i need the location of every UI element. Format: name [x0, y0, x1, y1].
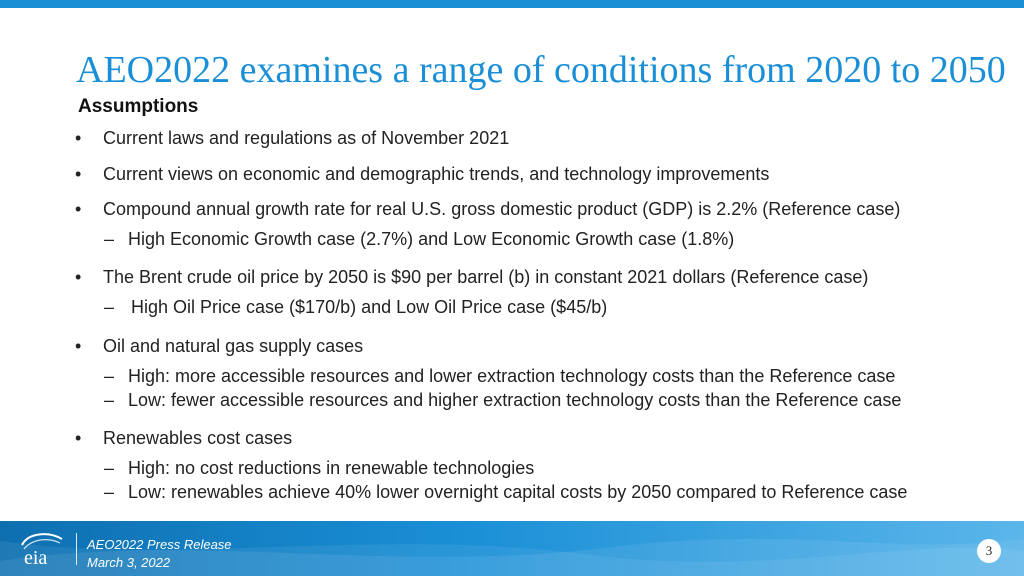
bullet-text: Compound annual growth rate for real U.S…: [103, 199, 901, 219]
dash-icon: –: [104, 458, 115, 478]
sub-bullet-text: Low: renewables achieve 40% lower overni…: [128, 482, 908, 502]
sub-bullet-text: Low: fewer accessible resources and high…: [128, 390, 902, 410]
bullet-icon: •: [75, 267, 82, 287]
bullet-icon: •: [75, 336, 82, 356]
bullet-text: Oil and natural gas supply cases: [103, 336, 364, 356]
dash-icon: –: [104, 366, 115, 386]
bullet-icon: •: [75, 164, 82, 184]
eia-logo-icon: eia: [21, 533, 63, 567]
sub-bullet-text: High Economic Growth case (2.7%) and Low…: [128, 229, 735, 249]
top-accent-bar: [0, 0, 1024, 8]
dash-icon: –: [104, 482, 115, 502]
logo-text: eia: [24, 547, 47, 567]
bullet-text: Current views on economic and demographi…: [103, 164, 770, 184]
bullet-text: Renewables cost cases: [103, 428, 293, 448]
footer-wave-decoration: [0, 538, 1024, 576]
bullet-icon: •: [75, 428, 82, 448]
section-heading: Assumptions: [78, 96, 199, 117]
footer-bar: eia AEO2022 Press Release March 3, 2022 …: [0, 521, 1024, 576]
logo-divider: [76, 533, 77, 565]
dash-icon: –: [104, 229, 115, 249]
dash-icon: –: [104, 297, 115, 317]
sub-bullet-text: High Oil Price case ($170/b) and Low Oil…: [131, 297, 608, 317]
slide-title: AEO2022 examines a range of conditions f…: [76, 49, 1006, 91]
sub-bullet-text: High: no cost reductions in renewable te…: [128, 458, 535, 478]
bullet-icon: •: [75, 199, 82, 219]
page-number-badge: 3: [977, 539, 1001, 563]
dash-icon: –: [104, 390, 115, 410]
bullet-text: The Brent crude oil price by 2050 is $90…: [103, 267, 869, 287]
sub-bullet-text: High: more accessible resources and lowe…: [128, 366, 896, 386]
footer-release-label: AEO2022 Press Release: [87, 537, 232, 552]
bullet-text: Current laws and regulations as of Novem…: [103, 128, 510, 148]
footer-date: March 3, 2022: [87, 555, 171, 570]
bullet-icon: •: [75, 128, 82, 148]
